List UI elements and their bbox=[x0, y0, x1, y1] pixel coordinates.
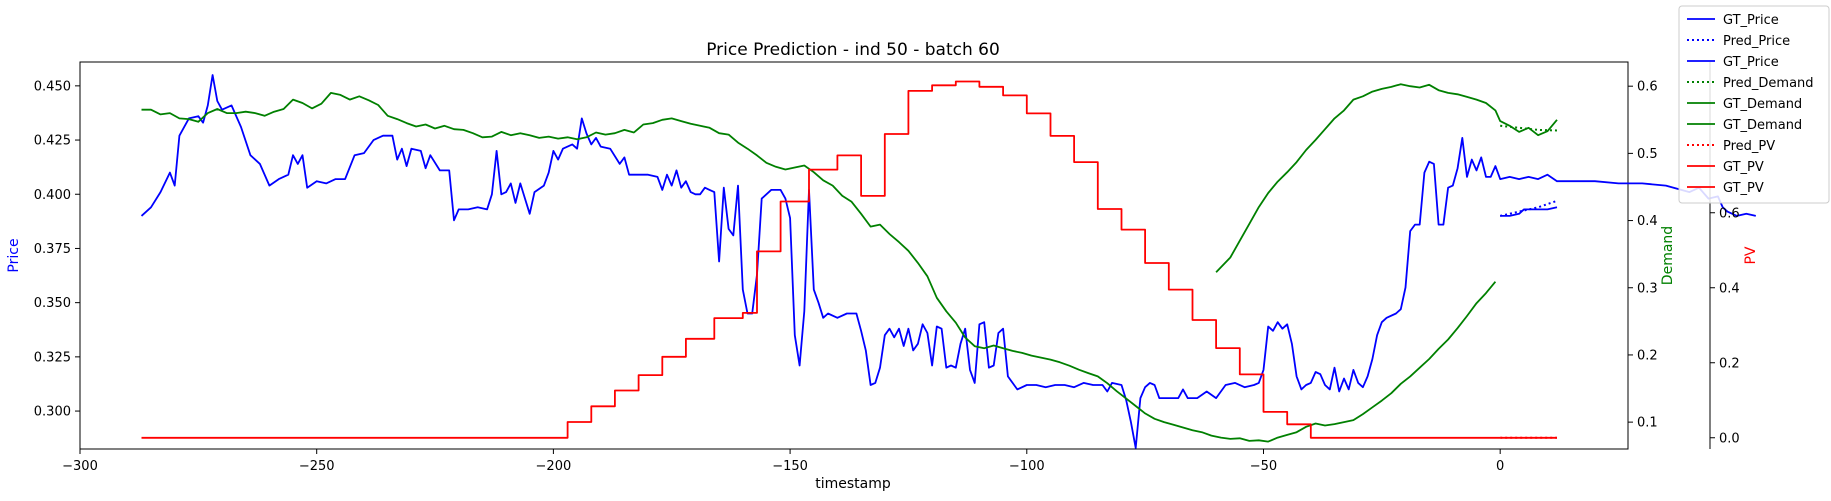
x-tick-label: −50 bbox=[1250, 459, 1277, 474]
series-gt-pv-7 bbox=[141, 80, 1501, 439]
series-gt-price-2 bbox=[1500, 206, 1558, 217]
price-tick-label: 0.375 bbox=[34, 242, 71, 257]
plot-frame bbox=[79, 61, 1629, 450]
x-tick-label: −250 bbox=[299, 459, 335, 474]
plot-area bbox=[79, 61, 1629, 450]
pv-tick-label: 0.4 bbox=[1719, 281, 1740, 296]
x-tick-label: −150 bbox=[772, 459, 808, 474]
legend-label: GT_Price bbox=[1723, 13, 1779, 28]
series-gt-demand-5 bbox=[1215, 83, 1558, 273]
price-tick-label: 0.400 bbox=[34, 188, 71, 203]
x-axis-label: timestamp bbox=[815, 476, 891, 492]
x-tick-label: 0 bbox=[1496, 459, 1504, 474]
price-tick-label: 0.450 bbox=[34, 79, 71, 94]
pv-axis-label: PV bbox=[1743, 246, 1759, 264]
demand-tick-label: 0.6 bbox=[1637, 80, 1658, 95]
demand-tick-label: 0.2 bbox=[1637, 348, 1658, 363]
legend-label: GT_PV bbox=[1723, 181, 1764, 196]
chart-title: Price Prediction - ind 50 - batch 60 bbox=[706, 40, 1000, 60]
price-tick-label: 0.300 bbox=[34, 405, 71, 420]
demand-tick-label: 0.3 bbox=[1637, 281, 1658, 296]
x-tick-label: −300 bbox=[62, 459, 98, 474]
legend-label: Pred_Demand bbox=[1723, 76, 1814, 91]
x-tick-label: −100 bbox=[1009, 459, 1045, 474]
demand-tick-label: 0.4 bbox=[1637, 214, 1658, 229]
legend-box bbox=[1678, 5, 1830, 204]
series-gt-price-0 bbox=[140, 74, 1756, 449]
pv-tick-label: 0.0 bbox=[1719, 431, 1740, 446]
legend-label: Pred_Price bbox=[1723, 34, 1790, 49]
price-tick-label: 0.425 bbox=[34, 134, 71, 149]
demand-tick-label: 0.1 bbox=[1637, 416, 1658, 431]
legend: GT_Price Pred_Price GT_Price Pred_Demand GT_… bbox=[1678, 5, 1830, 204]
pv-tick-label: 0.2 bbox=[1719, 356, 1740, 371]
legend-label: GT_PV bbox=[1723, 160, 1764, 175]
series-layer bbox=[140, 74, 1756, 449]
axes-layer: −300 −250 −200 −150 −100 −50 0 0.300 0.325 0.350 0… bbox=[6, 62, 1759, 474]
legend-label: Pred_PV bbox=[1723, 139, 1775, 154]
demand-tick-label: 0.5 bbox=[1637, 147, 1658, 162]
demand-axis-label: Demand bbox=[1660, 226, 1676, 285]
series-gt-demand-3 bbox=[141, 92, 1497, 443]
legend-label: GT_Demand bbox=[1723, 118, 1802, 133]
x-tick-label: −200 bbox=[536, 459, 572, 474]
price-tick-label: 0.350 bbox=[34, 296, 71, 311]
legend-label: GT_Price bbox=[1723, 55, 1779, 70]
pv-tick-label: 0.6 bbox=[1719, 206, 1740, 221]
price-axis-label: Price bbox=[6, 238, 22, 272]
legend-label: GT_Demand bbox=[1723, 97, 1802, 112]
price-tick-label: 0.325 bbox=[34, 350, 71, 365]
